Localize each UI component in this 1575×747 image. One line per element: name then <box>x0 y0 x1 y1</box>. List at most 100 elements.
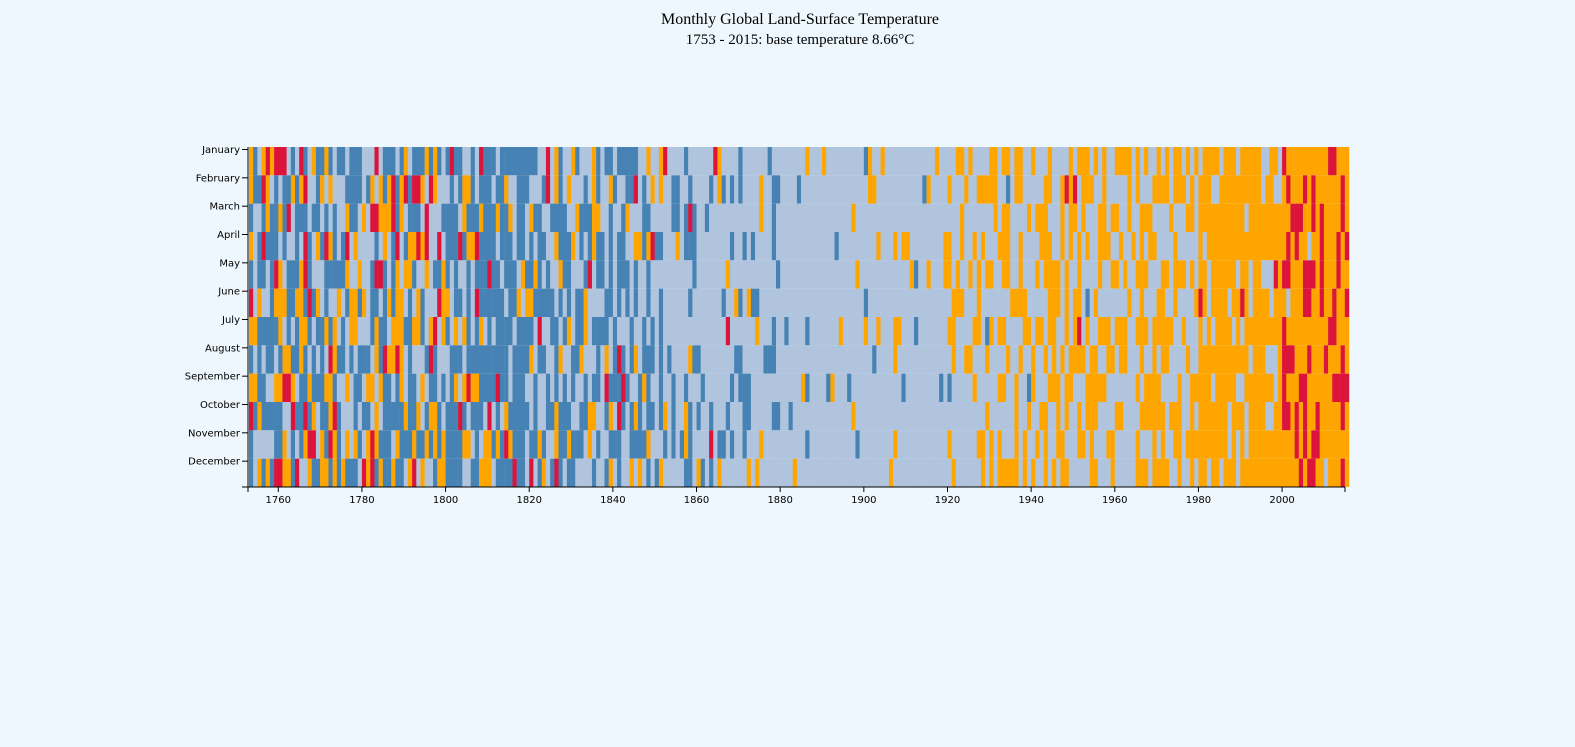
heatmap-cell <box>608 430 614 459</box>
heatmap-cell <box>1223 430 1228 459</box>
heatmap-cell <box>361 317 367 346</box>
heatmap-cell <box>880 232 885 261</box>
heatmap-cell <box>303 317 308 346</box>
heatmap-cell <box>332 402 338 431</box>
heatmap-cell <box>1135 430 1141 459</box>
heatmap-cell <box>1332 147 1337 176</box>
heatmap-cell <box>951 373 957 402</box>
heatmap-cell <box>709 345 714 374</box>
heatmap-cell <box>608 317 614 346</box>
heatmap-cell <box>868 288 873 317</box>
heatmap-cell <box>479 402 484 431</box>
heatmap-cell <box>663 175 668 204</box>
heatmap-cell <box>914 373 919 402</box>
heatmap-cell <box>366 232 371 261</box>
heatmap-cell <box>868 317 873 346</box>
heatmap-cell <box>1344 345 1350 374</box>
heatmap-cell <box>1202 317 1208 346</box>
heatmap-cell <box>625 232 630 261</box>
heatmap-cell <box>299 402 304 431</box>
heatmap-cell <box>801 345 806 374</box>
heatmap-cell <box>353 175 358 204</box>
heatmap-cell <box>813 458 819 487</box>
heatmap-cell <box>909 373 915 402</box>
heatmap-cell <box>1164 345 1170 374</box>
heatmap-cell <box>750 175 756 204</box>
heatmap-cell <box>1319 458 1325 487</box>
heatmap-cell <box>1018 147 1024 176</box>
heatmap-cell <box>1248 288 1254 317</box>
heatmap-cell <box>1236 203 1241 232</box>
heatmap-cell <box>579 260 584 289</box>
heatmap-cell <box>1261 260 1266 289</box>
heatmap-cell <box>1081 147 1086 176</box>
heatmap-cell <box>750 288 756 317</box>
heatmap-cell <box>1223 373 1228 402</box>
heatmap-cell <box>717 232 722 261</box>
heatmap-cell <box>1160 402 1166 431</box>
heatmap-cell <box>274 402 279 431</box>
heatmap-cell <box>520 288 526 317</box>
heatmap-cell <box>1014 402 1019 431</box>
heatmap-cell <box>361 430 367 459</box>
heatmap-cell <box>964 430 969 459</box>
heatmap-cell <box>491 458 497 487</box>
heatmap-cell <box>382 345 388 374</box>
heatmap-cell <box>1089 430 1095 459</box>
heatmap-cell <box>1098 175 1103 204</box>
heatmap-cell <box>788 345 793 374</box>
heatmap-cell <box>1202 430 1208 459</box>
heatmap-cell <box>399 232 404 261</box>
heatmap-cell <box>1198 458 1203 487</box>
heatmap-cell <box>717 203 722 232</box>
heatmap-cell <box>943 260 948 289</box>
heatmap-cell <box>336 147 342 176</box>
heatmap-cell <box>1198 373 1203 402</box>
heatmap-cell <box>1302 345 1308 374</box>
heatmap-cell <box>1277 232 1283 261</box>
heatmap-cell <box>504 147 509 176</box>
heatmap-cell <box>491 288 497 317</box>
heatmap-cell <box>1014 260 1019 289</box>
heatmap-cell <box>1035 203 1040 232</box>
heatmap-cell <box>575 203 580 232</box>
heatmap-cell <box>1319 317 1325 346</box>
heatmap-cell <box>1127 373 1132 402</box>
heatmap-cell <box>1252 232 1258 261</box>
heatmap-cell <box>842 458 848 487</box>
heatmap-cell <box>1185 458 1191 487</box>
heatmap-cell <box>1185 345 1191 374</box>
heatmap-cell <box>746 147 752 176</box>
heatmap-cell <box>817 317 823 346</box>
heatmap-cell <box>851 458 856 487</box>
heatmap-cell <box>257 288 262 317</box>
heatmap-cell <box>261 430 266 459</box>
heatmap-cell <box>918 147 923 176</box>
heatmap-cell <box>1290 458 1295 487</box>
heatmap-cell <box>1294 317 1300 346</box>
heatmap-cell <box>947 232 952 261</box>
heatmap-cell <box>759 402 764 431</box>
heatmap-cell <box>1022 458 1028 487</box>
heatmap-cell <box>1001 373 1007 402</box>
heatmap-cell <box>1215 458 1220 487</box>
heatmap-cell <box>901 288 906 317</box>
heatmap-cell <box>499 260 505 289</box>
heatmap-cell <box>1110 345 1116 374</box>
heatmap-cell <box>608 288 614 317</box>
heatmap-cell <box>395 232 400 261</box>
heatmap-cell <box>1328 458 1333 487</box>
heatmap-cell <box>449 345 455 374</box>
heatmap-cell <box>1026 232 1032 261</box>
heatmap-cell <box>1298 175 1304 204</box>
heatmap-cell <box>863 345 869 374</box>
heatmap-cell <box>290 260 296 289</box>
heatmap-cell <box>286 317 292 346</box>
heatmap-cell <box>700 203 706 232</box>
heatmap-cell <box>1010 175 1015 204</box>
heatmap-cell <box>332 232 338 261</box>
heatmap-cell <box>558 317 563 346</box>
heatmap-cell <box>290 345 296 374</box>
heatmap-cell <box>1077 288 1082 317</box>
heatmap-cell <box>930 288 936 317</box>
